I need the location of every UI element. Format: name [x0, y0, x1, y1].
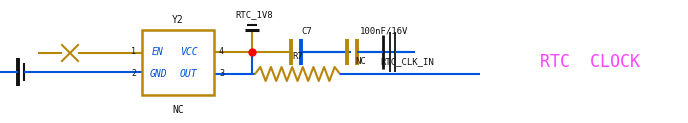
- Text: GND: GND: [150, 69, 168, 79]
- Text: NC: NC: [172, 105, 184, 115]
- Text: R7: R7: [292, 52, 303, 61]
- Text: EN: EN: [152, 47, 164, 57]
- Text: 3: 3: [219, 69, 224, 78]
- Text: RTC_CLK_IN: RTC_CLK_IN: [380, 57, 433, 66]
- Text: 100nF/16V: 100nF/16V: [360, 27, 409, 36]
- Text: NC: NC: [355, 57, 366, 66]
- Text: OUT: OUT: [180, 69, 197, 79]
- Text: C7: C7: [301, 27, 312, 36]
- Text: 1: 1: [131, 47, 136, 56]
- Text: 2: 2: [131, 69, 136, 78]
- Bar: [142, 30, 214, 95]
- Text: 4: 4: [219, 47, 224, 56]
- Text: VCC: VCC: [180, 47, 197, 57]
- Text: RTC  CLOCK: RTC CLOCK: [540, 53, 640, 71]
- Text: Y2: Y2: [172, 15, 184, 25]
- Text: RTC_1V8: RTC_1V8: [235, 10, 273, 19]
